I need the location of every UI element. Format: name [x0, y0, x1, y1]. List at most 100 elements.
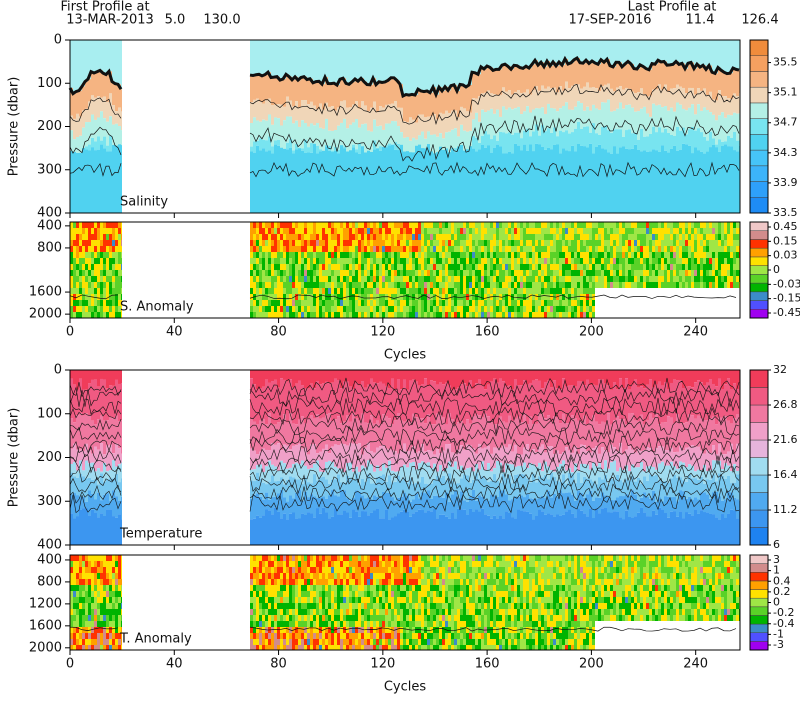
- field-cell: [577, 312, 580, 318]
- field-cell: [274, 264, 277, 270]
- field-cell: [388, 300, 391, 306]
- field-cell: [667, 153, 670, 213]
- field-cell: [481, 145, 484, 213]
- field-cell: [397, 252, 400, 258]
- field-cell: [283, 300, 286, 306]
- field-cell: [448, 264, 451, 270]
- field-cell: [508, 276, 511, 282]
- field-cell: [76, 495, 79, 516]
- field-cell: [649, 276, 652, 282]
- field-cell: [646, 113, 649, 136]
- field-cell: [328, 228, 331, 234]
- field-cell: [700, 270, 703, 276]
- field-cell: [472, 312, 475, 318]
- field-cell: [709, 270, 712, 276]
- field-cell: [253, 142, 256, 153]
- field-cell: [436, 222, 439, 228]
- field-cell: [526, 385, 529, 425]
- field-cell: [289, 240, 292, 246]
- field-cell: [85, 240, 88, 246]
- field-cell: [679, 264, 682, 270]
- field-cell: [607, 152, 610, 213]
- field-cell: [289, 148, 292, 213]
- field-cell: [508, 513, 511, 545]
- field-cell: [358, 258, 361, 264]
- field-cell: [499, 288, 502, 294]
- field-cell: [388, 258, 391, 264]
- field-cell: [262, 104, 265, 120]
- field-cell: [535, 300, 538, 306]
- field-cell: [655, 246, 658, 252]
- field-cell: [307, 80, 310, 105]
- field-cell: [580, 421, 583, 444]
- field-cell: [592, 264, 595, 270]
- field-cell: [274, 240, 277, 246]
- field-cell: [424, 370, 427, 378]
- field-cell: [265, 510, 268, 545]
- field-cell: [391, 312, 394, 318]
- field-cell: [679, 276, 682, 282]
- field-cell: [598, 234, 601, 240]
- field-cell: [490, 519, 493, 545]
- field-cell: [376, 276, 379, 282]
- field-cell: [358, 282, 361, 288]
- field-cell: [625, 264, 628, 270]
- field-cell: [427, 222, 430, 228]
- field-cell: [334, 264, 337, 270]
- field-cell: [478, 264, 481, 270]
- field-cell: [610, 240, 613, 246]
- field-cell: [250, 276, 253, 282]
- field-cell: [412, 306, 415, 312]
- field-cell: [349, 40, 352, 84]
- field-cell: [385, 288, 388, 294]
- field-cell: [415, 306, 418, 312]
- field-cell: [289, 139, 292, 148]
- field-cell: [541, 246, 544, 252]
- field-cell: [517, 90, 520, 107]
- field-cell: [580, 306, 583, 312]
- field-cell: [415, 288, 418, 294]
- field-cell: [640, 151, 643, 213]
- field-cell: [412, 228, 415, 234]
- field-cell: [541, 511, 544, 545]
- field-cell: [73, 234, 76, 240]
- field-cell: [328, 306, 331, 312]
- field-cell: [574, 107, 577, 129]
- field-cell: [709, 147, 712, 213]
- field-cell: [544, 67, 547, 89]
- field-cell: [688, 222, 691, 228]
- field-cell: [118, 240, 121, 246]
- field-cell: [502, 288, 505, 294]
- field-cell: [376, 370, 379, 383]
- field-cell: [649, 134, 652, 151]
- field-cell: [565, 228, 568, 234]
- field-cell: [667, 234, 670, 240]
- field-cell: [418, 234, 421, 240]
- field-cell: [721, 70, 724, 96]
- field-cell: [583, 300, 586, 306]
- field-cell: [658, 282, 661, 288]
- field-cell: [643, 276, 646, 282]
- field-cell: [418, 288, 421, 294]
- field-cell: [418, 89, 421, 114]
- field-cell: [736, 141, 739, 152]
- field-cell: [583, 270, 586, 276]
- field-cell: [97, 150, 100, 213]
- field-cell: [574, 222, 577, 228]
- field-cell: [646, 228, 649, 234]
- field-cell: [601, 370, 604, 380]
- field-cell: [703, 270, 706, 276]
- field-cell: [559, 40, 562, 62]
- field-cell: [550, 312, 553, 318]
- field: [70, 370, 740, 545]
- field-cell: [442, 114, 445, 139]
- field-cell: [685, 258, 688, 264]
- field-cell: [448, 276, 451, 282]
- field-cell: [661, 270, 664, 276]
- field-cell: [331, 40, 334, 84]
- field-cell: [271, 514, 274, 545]
- field-cell: [376, 282, 379, 288]
- field-cell: [724, 258, 727, 264]
- field-cell: [97, 72, 100, 96]
- field-cell: [328, 40, 331, 83]
